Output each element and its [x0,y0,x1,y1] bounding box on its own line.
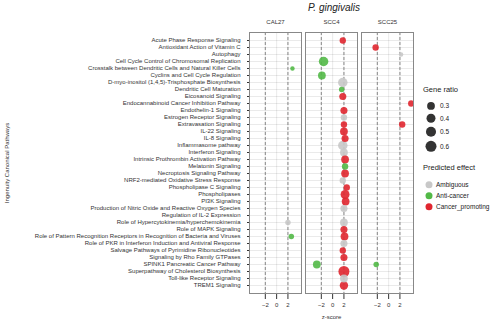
svg-text:IL-8 Signaling: IL-8 Signaling [204,135,241,141]
svg-text:0: 0 [331,302,335,308]
svg-text:Acute Phase Response Signaling: Acute Phase Response Signaling [151,37,240,43]
svg-text:−2: −2 [262,302,270,308]
svg-text:Cell Cycle Control of Chromoso: Cell Cycle Control of Chromosomal Replic… [115,58,240,64]
svg-text:IL-22 Signaling: IL-22 Signaling [200,128,240,134]
svg-text:Phospholipases: Phospholipases [198,191,240,197]
svg-text:0.5: 0.5 [440,128,449,135]
svg-text:Eicosanoid Signaling: Eicosanoid Signaling [185,93,241,99]
svg-text:Crosstalk between Dendritic Ce: Crosstalk between Dendritic Cells and Na… [88,65,240,71]
svg-text:Role of Hypercytokinemia/hyper: Role of Hypercytokinemia/hyperchemokinem… [117,219,241,225]
svg-text:TREM1 Signaling: TREM1 Signaling [194,282,241,288]
svg-text:2: 2 [398,302,402,308]
svg-text:SCC4: SCC4 [323,19,340,25]
svg-text:Intrinsic Prothrombin Activati: Intrinsic Prothrombin Activation Pathway [133,156,240,162]
svg-text:Production of Nitric Oxide and: Production of Nitric Oxide and Reactive … [90,205,240,211]
svg-text:0.4: 0.4 [440,115,449,122]
svg-text:Melatonin Signaling: Melatonin Signaling [188,163,240,169]
svg-text:Regulation of IL-2 Expression: Regulation of IL-2 Expression [162,212,241,218]
svg-text:Gene ratio: Gene ratio [423,85,458,94]
svg-text:Dendritic Cell Maturation: Dendritic Cell Maturation [175,86,241,92]
svg-text:Salvage Pathways of Pyrimidine: Salvage Pathways of Pyrimidine Ribonucle… [110,247,240,253]
svg-text:Inflammasome pathway: Inflammasome pathway [177,142,240,148]
svg-text:Ambiguous: Ambiguous [436,181,469,189]
svg-text:0.3: 0.3 [440,102,449,109]
svg-text:2: 2 [342,302,346,308]
svg-text:0.6: 0.6 [440,143,449,150]
svg-text:Role of PKR in Interferon Indu: Role of PKR in Interferon Induction and … [85,240,241,246]
svg-text:Cyclins and Cell Cycle Regulat: Cyclins and Cell Cycle Regulation [150,72,240,78]
svg-text:Anti-cancer: Anti-cancer [436,192,470,199]
svg-text:Phospholipase C Signaling: Phospholipase C Signaling [169,184,241,190]
svg-text:SPINK1 Pancreatic Cancer Pathw: SPINK1 Pancreatic Cancer Pathway [143,261,240,267]
svg-text:Interferon Signaling: Interferon Signaling [188,149,240,155]
svg-text:−2: −2 [374,302,382,308]
svg-text:CAL27: CAL27 [266,19,285,25]
svg-text:Superpathway of Cholesterol Bi: Superpathway of Cholesterol Biosynthesis [128,268,240,274]
svg-text:0: 0 [275,302,279,308]
svg-text:Endocannabinoid Cancer Inhibit: Endocannabinoid Cancer Inhibition Pathwa… [123,100,241,106]
svg-text:Necroptosis Signaling Pathway: Necroptosis Signaling Pathway [158,170,241,176]
svg-text:2: 2 [286,302,290,308]
svg-text:SCC25: SCC25 [378,19,398,25]
svg-text:PI3K Signaling: PI3K Signaling [201,198,240,204]
svg-text:Toll-like Receptor Signaling: Toll-like Receptor Signaling [168,275,240,281]
svg-text:Endothelin-1 Signaling: Endothelin-1 Signaling [180,107,240,113]
svg-text:Role of MAPK Signaling: Role of MAPK Signaling [176,226,240,232]
html-text:P. gingivalis: P. gingivalis [308,2,360,13]
svg-text:Role of Pattern Recognition Re: Role of Pattern Recognition Receptors in… [35,233,241,239]
svg-text:D-myo-inositol (1,4,5)-Trispho: D-myo-inositol (1,4,5)-Trisphosphate Bio… [108,79,241,85]
svg-text:Extravasation Signaling: Extravasation Signaling [178,121,241,127]
svg-text:z-score: z-score [322,314,342,320]
svg-text:Antioxidant Action of Vitamin: Antioxidant Action of Vitamin C [159,44,242,50]
svg-text:Ingenuity Canonical Pathways: Ingenuity Canonical Pathways [4,123,10,203]
svg-text:0: 0 [387,302,391,308]
svg-text:Cancer_promoting: Cancer_promoting [436,203,490,211]
svg-text:Estrogen Receptor Signaling: Estrogen Receptor Signaling [164,114,240,120]
svg-text:Predicted effect: Predicted effect [423,163,476,172]
svg-text:−2: −2 [318,302,326,308]
svg-text:Signaling by Rho Family GTPase: Signaling by Rho Family GTPases [149,254,240,260]
svg-text:NRF2-mediated Oxidative Stress: NRF2-mediated Oxidative Stress Response [124,177,241,183]
svg-text:Autophagy: Autophagy [212,51,241,57]
